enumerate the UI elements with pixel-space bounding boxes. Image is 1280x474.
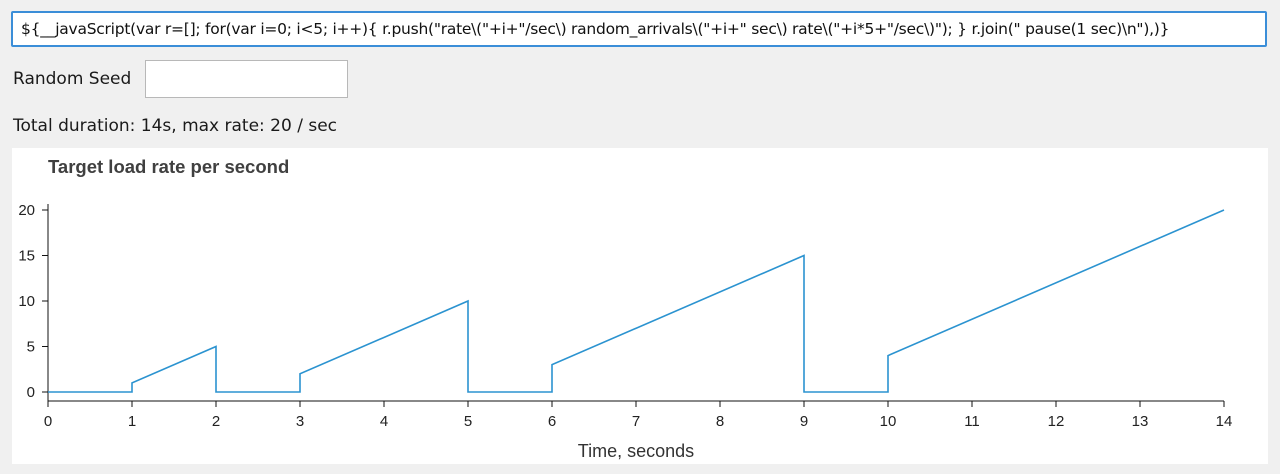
x-tick-label: 14 xyxy=(1216,413,1233,430)
y-tick-label: 15 xyxy=(18,248,35,265)
x-tick-label: 3 xyxy=(296,413,304,430)
x-axis-label: Time, seconds xyxy=(578,441,694,461)
random-seed-input[interactable] xyxy=(145,60,348,98)
x-tick-label: 7 xyxy=(632,413,640,430)
x-tick-label: 12 xyxy=(1048,413,1065,430)
x-tick-label: 4 xyxy=(380,413,388,430)
random-seed-label: Random Seed xyxy=(13,69,132,89)
x-tick-label: 9 xyxy=(800,413,808,430)
x-tick-label: 5 xyxy=(464,413,472,430)
x-tick-label: 11 xyxy=(964,413,980,430)
chart-series xyxy=(48,209,1225,393)
x-tick-label: 10 xyxy=(880,413,897,430)
x-tick-label: 13 xyxy=(1132,413,1149,430)
y-tick-label: 20 xyxy=(18,202,35,219)
y-tick-label: 0 xyxy=(27,384,35,401)
duration-summary: Total duration: 14s, max rate: 20 / sec xyxy=(13,116,338,136)
y-tick-label: 10 xyxy=(18,293,35,310)
x-tick-label: 0 xyxy=(44,413,52,430)
y-tick-label: 5 xyxy=(27,339,35,356)
x-tick-label: 2 xyxy=(212,413,220,430)
series-line-0 xyxy=(48,209,1225,393)
x-tick-label: 1 xyxy=(128,413,136,430)
load-rate-chart: Target load rate per second 0 5 10 15 20 0 1 2 3… xyxy=(12,148,1268,464)
x-tick-label: 8 xyxy=(716,413,724,430)
x-tick-label: 6 xyxy=(548,413,556,430)
expression-input[interactable] xyxy=(11,11,1267,47)
chart-title: Target load rate per second xyxy=(48,156,289,177)
